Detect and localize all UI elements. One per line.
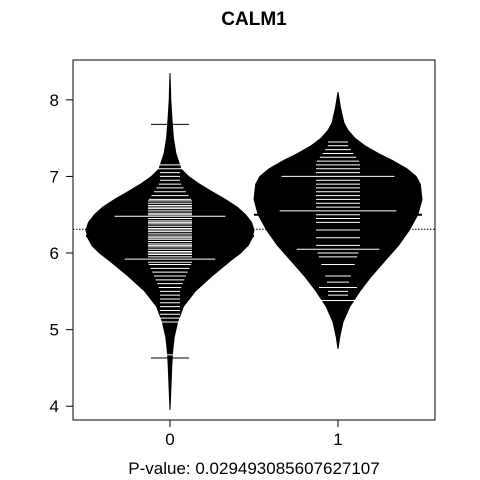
y-tick-label: 7 — [50, 167, 59, 186]
bean-group-0 — [85, 72, 255, 411]
x-axis-title: P-value: 0.029493085607627107 — [128, 459, 379, 478]
y-tick-label: 6 — [50, 244, 59, 263]
y-tick-label: 8 — [50, 91, 59, 110]
beans-layer — [73, 72, 435, 411]
bean-group-1 — [253, 92, 423, 349]
y-tick-label: 5 — [50, 321, 59, 340]
chart-title: CALM1 — [221, 9, 287, 30]
x-tick-label: 0 — [165, 430, 174, 449]
bean-shape — [253, 92, 423, 349]
plot-frame — [72, 59, 436, 421]
x-tick-label: 1 — [333, 430, 342, 449]
y-axis: 4 5 6 7 8 — [50, 91, 74, 416]
y-tick-label: 4 — [50, 397, 59, 416]
